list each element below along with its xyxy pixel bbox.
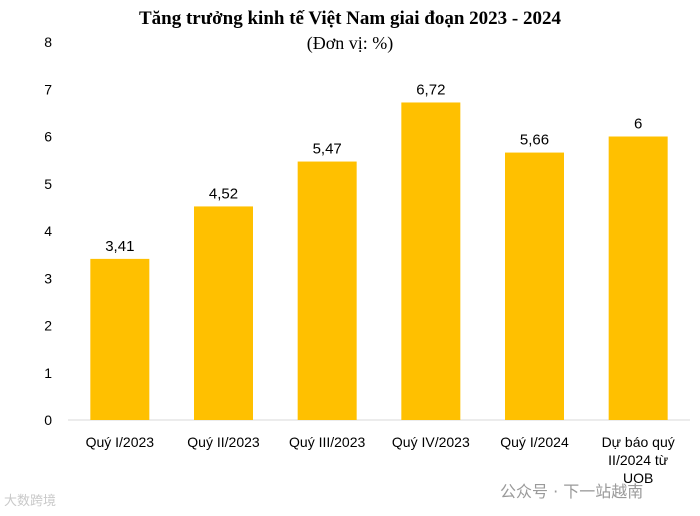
x-tick-label-line: II/2024 từ	[608, 452, 668, 468]
x-tick-label: Quý III/2023	[289, 434, 365, 450]
y-tick-label: 6	[44, 129, 52, 145]
x-tick-label-line: Quý I/2023	[86, 434, 155, 450]
bar	[505, 152, 564, 420]
bar	[297, 161, 357, 421]
chart-subtitle: (Đơn vị: %)	[306, 33, 394, 53]
y-tick-label: 7	[44, 81, 52, 97]
y-tick-label: 5	[44, 176, 52, 192]
x-tick-label-line: Quý IV/2023	[392, 434, 470, 450]
y-tick-label: 3	[44, 270, 52, 286]
bar	[194, 206, 253, 420]
y-tick-label: 4	[44, 223, 52, 239]
x-tick-label: Quý IV/2023	[392, 434, 470, 450]
chart-title: Tăng trưởng kinh tế Việt Nam giai đoạn 2…	[138, 8, 561, 29]
x-tick-label: Quý I/2024	[500, 434, 569, 450]
bar	[608, 136, 668, 420]
x-tick-label-line: Quý III/2023	[289, 434, 365, 450]
data-label: 4,52	[209, 185, 238, 202]
bar	[90, 258, 150, 420]
x-tick-label-line: UOB	[623, 470, 653, 486]
x-tick-label: Quý I/2023	[86, 434, 155, 450]
y-tick-label: 8	[44, 34, 52, 50]
x-tick-label: Quý II/2023	[187, 434, 260, 450]
watermark-right: 公众号 · 下一站越南	[500, 482, 644, 501]
x-tick-label: Dự báo quý II/2024 từ UOB	[602, 434, 675, 486]
watermark-left: 大数跨境	[4, 494, 57, 509]
data-label: 5,66	[520, 132, 549, 149]
data-label: 6,72	[416, 81, 445, 98]
x-tick-label-line: Quý II/2023	[187, 434, 260, 450]
data-label: 6	[634, 116, 642, 133]
x-tick-label-line: Quý I/2024	[500, 434, 569, 450]
y-tick-label: 1	[44, 365, 52, 381]
data-label: 5,47	[313, 141, 342, 158]
y-tick-label: 0	[44, 412, 52, 428]
y-tick-label: 2	[44, 318, 52, 334]
bar	[401, 102, 461, 420]
data-label: 3,41	[105, 238, 134, 255]
x-tick-label-line: Dự báo quý	[602, 434, 675, 450]
